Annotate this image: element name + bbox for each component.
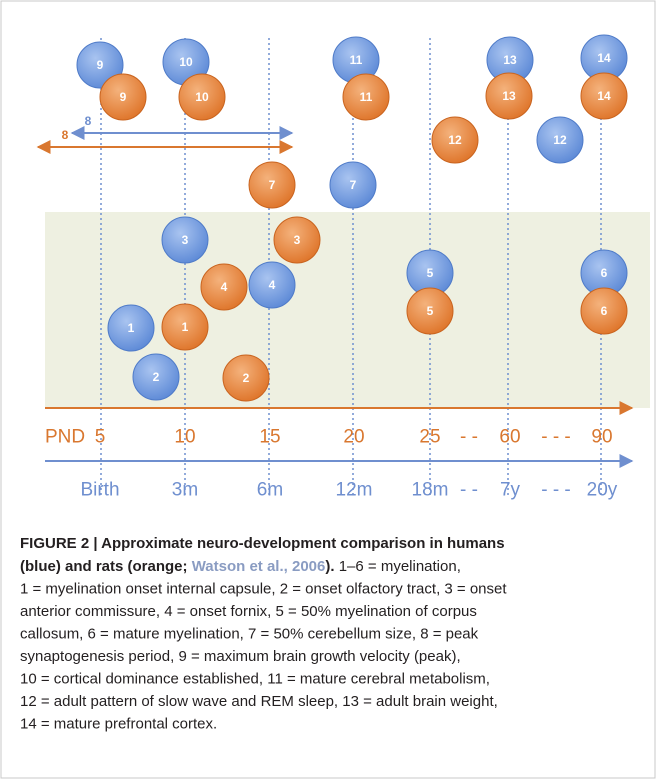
caption-line: 10 = cortical dominance established, 11 … — [20, 671, 490, 688]
caption-line: 1 = myelination onset internal capsule, … — [20, 581, 507, 598]
node-label: 2 — [243, 371, 250, 385]
node-label: 13 — [502, 89, 516, 103]
rat-tick: 90 — [591, 427, 612, 448]
human-tick: 20y — [587, 480, 618, 501]
node-label: 9 — [97, 58, 104, 72]
human-node — [248, 261, 296, 309]
arrow-label: 8 — [85, 114, 92, 128]
human-tick: 12m — [336, 480, 373, 501]
node-label: 4 — [221, 280, 228, 294]
axis-break: - - — [460, 480, 478, 501]
node-label: 12 — [553, 133, 567, 147]
node-label: 6 — [601, 266, 608, 280]
node-label: 10 — [179, 55, 193, 69]
axis-break: - - — [460, 427, 478, 448]
rat-node — [178, 73, 226, 121]
human-node — [329, 161, 377, 209]
rat-tick: 60 — [499, 427, 520, 448]
node-label: 3 — [182, 233, 189, 247]
rat-node — [342, 73, 390, 121]
rat-node — [580, 72, 628, 120]
node-label: 10 — [195, 90, 209, 104]
rat-tick: 10 — [174, 427, 195, 448]
human-node — [132, 353, 180, 401]
node-label: 7 — [350, 178, 357, 192]
caption-text: 1–6 = myelination, — [335, 558, 461, 575]
rat-node — [273, 216, 321, 264]
node-label: 14 — [597, 89, 611, 103]
human-tick: 18m — [412, 480, 449, 501]
node-label: 14 — [597, 51, 611, 65]
rat-tick: 5 — [95, 427, 106, 448]
node-label: 9 — [120, 90, 127, 104]
node-label: 11 — [360, 90, 373, 104]
rat-node — [406, 287, 454, 335]
human-node — [76, 41, 124, 89]
rat-node — [200, 263, 248, 311]
caption-line: callosum, 6 = mature myelination, 7 = 50… — [20, 626, 479, 643]
rat-node — [580, 287, 628, 335]
node-label: 1 — [128, 321, 135, 335]
rat-node — [161, 303, 209, 351]
node-label: 2 — [153, 370, 160, 384]
rat-tick: 25 — [419, 427, 440, 448]
human-tick: 3m — [172, 480, 198, 501]
node-label: 7 — [269, 178, 276, 192]
human-tick: Birth — [80, 480, 119, 501]
node-label: 3 — [294, 233, 301, 247]
node-label: 13 — [503, 53, 517, 67]
caption-title: FIGURE 2 | Approximate neuro-development… — [20, 535, 505, 552]
caption: 1 = myelination onset internal capsule, … — [20, 581, 507, 733]
caption-title: ). — [325, 558, 334, 575]
rat-node — [99, 73, 147, 121]
node-label: 12 — [448, 133, 462, 147]
rat-node — [485, 72, 533, 120]
caption-line: 12 = adult pattern of slow wave and REM … — [20, 693, 498, 710]
axis-break: - - - — [541, 427, 571, 448]
rat-node — [248, 161, 296, 209]
node-label: 1 — [182, 320, 189, 334]
human-tick: 7y — [500, 480, 521, 501]
axis-label: PND — [45, 427, 85, 448]
rat-node — [222, 354, 270, 402]
node-label: 5 — [427, 266, 434, 280]
caption-line: 14 = mature prefrontal cortex. — [20, 716, 217, 733]
human-node — [161, 216, 209, 264]
human-node — [107, 304, 155, 352]
axis-break: - - - — [541, 480, 571, 501]
node-label: 6 — [601, 304, 608, 318]
caption-line: (blue) and rats (orange; Watson et al., … — [20, 558, 461, 575]
caption-line: anterior commissure, 4 = onset fornix, 5… — [20, 603, 477, 620]
rat-tick: 20 — [343, 427, 364, 448]
rat-tick: 15 — [259, 427, 280, 448]
arrow-label: 8 — [62, 128, 69, 142]
caption-line: synaptogenesis period, 9 = maximum brain… — [20, 648, 461, 665]
caption-title: (blue) and rats (orange; — [20, 558, 192, 575]
citation[interactable]: Watson et al., 2006 — [192, 558, 326, 575]
human-node — [536, 116, 584, 164]
human-tick: 6m — [257, 480, 283, 501]
node-label: 5 — [427, 304, 434, 318]
node-label: 11 — [350, 53, 363, 67]
node-label: 4 — [269, 278, 276, 292]
rat-node — [431, 116, 479, 164]
